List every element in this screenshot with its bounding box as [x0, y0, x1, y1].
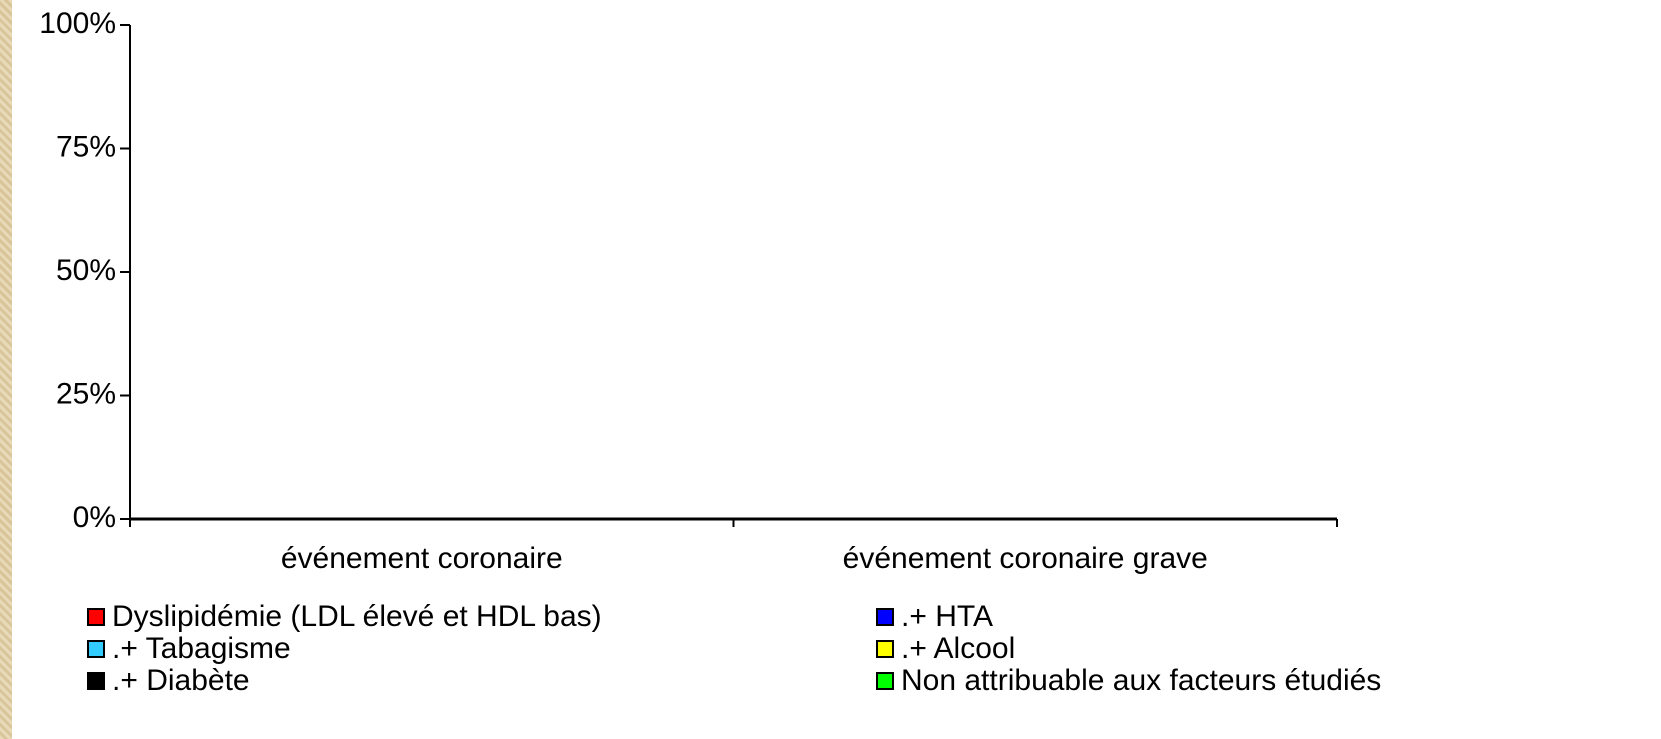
y-tick-label: 50%: [56, 254, 116, 287]
y-tick-label: 25%: [56, 377, 116, 410]
legend-label: .+ Diabète: [112, 664, 250, 697]
legend-swatch: [876, 672, 894, 690]
legend-label: .+ Tabagisme: [112, 632, 291, 665]
legend-label: Dyslipidémie (LDL élevé et HDL bas): [112, 600, 602, 633]
legend-swatch: [876, 608, 894, 626]
y-tick-label: 75%: [56, 130, 116, 163]
decor-strip: [0, 0, 12, 739]
legend-swatch: [87, 640, 105, 658]
legend-swatch: [876, 640, 894, 658]
y-tick-label: 0%: [73, 501, 116, 534]
legend-label: .+ HTA: [901, 600, 993, 633]
legend-label: .+ Alcool: [901, 632, 1015, 665]
x-tick-label: événement coronaire: [281, 542, 563, 575]
x-tick-label: événement coronaire grave: [843, 542, 1208, 575]
y-tick-label: 100%: [39, 7, 116, 40]
legend-swatch: [87, 672, 105, 690]
legend-swatch: [87, 608, 105, 626]
legend-label: Non attribuable aux facteurs étudiés: [901, 664, 1381, 697]
